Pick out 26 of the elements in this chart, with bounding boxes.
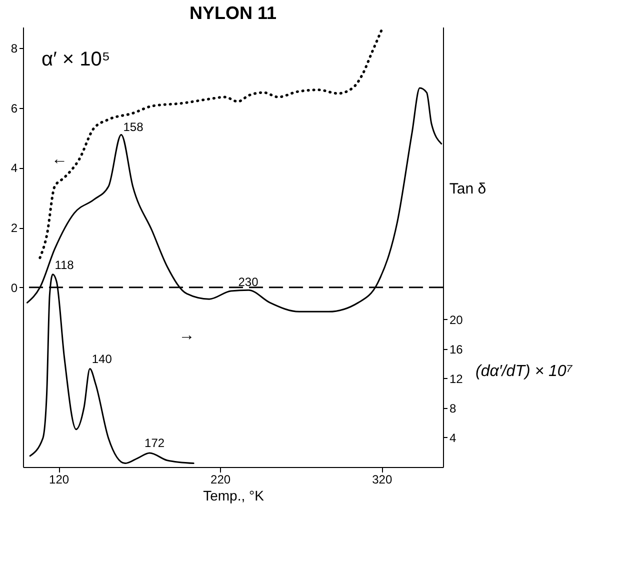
y2-tick-label: 8: [450, 401, 456, 416]
annotation: 158: [123, 120, 144, 134]
y2-tick-label: 16: [450, 342, 464, 356]
y2-axis-title: (dα′/dT) × 10⁷: [476, 362, 574, 380]
y-tick-label: 8: [10, 41, 18, 56]
y2-tick-label: 20: [450, 312, 464, 327]
x-axis-title: Temp., °K: [203, 488, 265, 504]
text: Tan δ: [449, 180, 486, 198]
annotation: ←: [52, 151, 68, 168]
annotation: →: [178, 327, 195, 344]
y-tick-label: 4: [10, 161, 18, 176]
annotation: 230: [238, 275, 259, 290]
y-tick-label: 6: [10, 101, 18, 116]
y2-tick-label: 4: [450, 430, 456, 445]
x-tick-label: 220: [210, 472, 231, 486]
annotation: 118: [54, 258, 74, 272]
y2-tick-label: 12: [450, 372, 464, 386]
y-axis-title: α′ × 10⁵: [42, 48, 110, 70]
annotation: 172: [144, 436, 165, 450]
line-series: [38, 28, 383, 260]
y-tick-label: 0: [10, 280, 18, 295]
x-tick-label: 320: [372, 472, 392, 486]
annotation: 140: [92, 352, 112, 366]
x-tick-label: 120: [49, 472, 70, 486]
y-tick-label: 2: [10, 221, 18, 236]
chart-title: NYLON 11: [189, 3, 277, 23]
